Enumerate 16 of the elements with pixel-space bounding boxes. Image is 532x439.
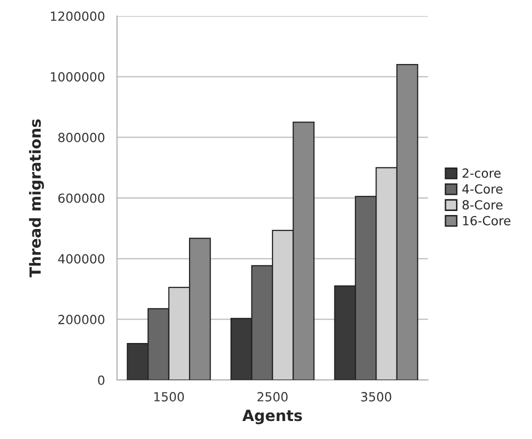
legend-label: 16-Core (463, 216, 510, 226)
y-tick-label: 1200000 (50, 11, 104, 21)
y-tick-label: 800000 (58, 132, 104, 142)
x-tick-label: 1500 (154, 392, 184, 402)
y-axis-title: Thread migrations (29, 119, 44, 278)
x-axis-title: Agents (242, 410, 302, 424)
legend-label: 4-Core (462, 184, 502, 194)
legend-label: 2-core (462, 168, 501, 178)
y-tick-label: 1000000 (50, 72, 104, 82)
y-tick-label: 200000 (58, 314, 104, 324)
x-tick-label: 2500 (258, 392, 288, 402)
y-tick-label: 0 (98, 375, 104, 385)
legend-label: 8-Core (462, 200, 502, 210)
y-tick-label: 400000 (58, 254, 104, 264)
y-tick-label: 600000 (58, 193, 104, 203)
x-tick-label: 3500 (361, 392, 392, 402)
